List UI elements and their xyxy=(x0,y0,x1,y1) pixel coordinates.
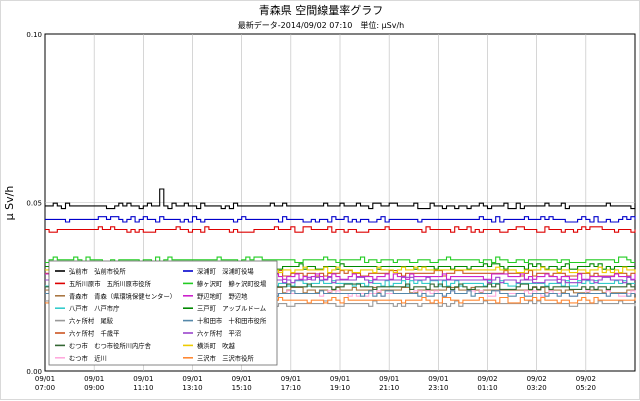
y-tick-label: 0.10 xyxy=(26,31,42,39)
x-tick-time: 09:00 xyxy=(84,384,104,392)
x-tick-date: 09/02 xyxy=(527,375,547,383)
x-tick-date: 09/01 xyxy=(379,375,399,383)
legend-box xyxy=(48,260,278,366)
x-tick-date: 09/02 xyxy=(576,375,596,383)
x-tick-date: 09/01 xyxy=(35,375,55,383)
x-tick-date: 09/02 xyxy=(477,375,497,383)
legend-label: 野辺地町 野辺地 xyxy=(197,291,248,300)
legend-label: 五所川原市 五所川原市役所 xyxy=(69,279,152,288)
legend-label: 三沢市 三沢市役所 xyxy=(197,353,254,362)
legend-label: 六ヶ所村 千歳平 xyxy=(69,329,119,338)
legend-label: 深浦町 深浦町役場 xyxy=(197,267,254,276)
chart-title: 青森県 空間線量率グラフ xyxy=(259,3,384,17)
x-tick-time: 21:10 xyxy=(379,384,399,392)
x-tick-time: 13:10 xyxy=(182,384,202,392)
legend-label: 横浜町 吹越 xyxy=(197,341,235,350)
y-axis-label: μ Sv/h xyxy=(3,186,16,221)
legend-label: 十和田市 十和田市役所 xyxy=(197,316,267,325)
legend-label: 八戸市 八戸市庁 xyxy=(69,304,119,313)
x-tick-time: 15:10 xyxy=(232,384,252,392)
x-tick-time: 03:20 xyxy=(527,384,547,392)
x-tick-date: 09/01 xyxy=(232,375,252,383)
x-tick-time: 11:10 xyxy=(133,384,153,392)
x-tick-date: 09/01 xyxy=(428,375,448,383)
legend-label: むつ市 むつ市役所川内庁舎 xyxy=(69,341,152,350)
x-tick-date: 09/01 xyxy=(281,375,301,383)
series-line xyxy=(45,188,636,210)
legend-label: 三戸町 アップルドーム xyxy=(197,305,266,313)
x-tick-date: 09/01 xyxy=(330,375,350,383)
y-tick-label: 0.05 xyxy=(26,200,42,208)
x-tick-time: 07:00 xyxy=(35,384,55,392)
legend-label: 弘前市 弘前市役所 xyxy=(69,267,126,276)
x-tick-date: 09/01 xyxy=(182,375,202,383)
x-tick-date: 09/01 xyxy=(133,375,153,383)
series-line xyxy=(45,216,636,223)
x-tick-time: 01:10 xyxy=(477,384,497,392)
x-tick-time: 23:10 xyxy=(428,384,448,392)
y-tick-label: 0.00 xyxy=(26,368,42,376)
chart-subtitle: 最新データ-2014/09/02 07:10 単位: μSv/h xyxy=(238,20,405,30)
legend-label: 六ヶ所村 平沼 xyxy=(197,329,241,338)
x-tick-time: 19:10 xyxy=(330,384,350,392)
series-line xyxy=(45,226,636,233)
legend-label: むつ市 近川 xyxy=(69,353,107,362)
x-tick-time: 17:10 xyxy=(281,384,301,392)
legend-label: 鰺ヶ沢町 鰺ヶ沢町役場 xyxy=(197,279,267,288)
legend-label: 六ヶ所村 尾駮 xyxy=(69,316,114,325)
x-tick-date: 09/01 xyxy=(84,375,104,383)
legend-label: 青森市 青森（県環境保健センター） xyxy=(69,291,176,300)
series-line xyxy=(45,256,635,264)
x-tick-time: 05:20 xyxy=(576,384,596,392)
